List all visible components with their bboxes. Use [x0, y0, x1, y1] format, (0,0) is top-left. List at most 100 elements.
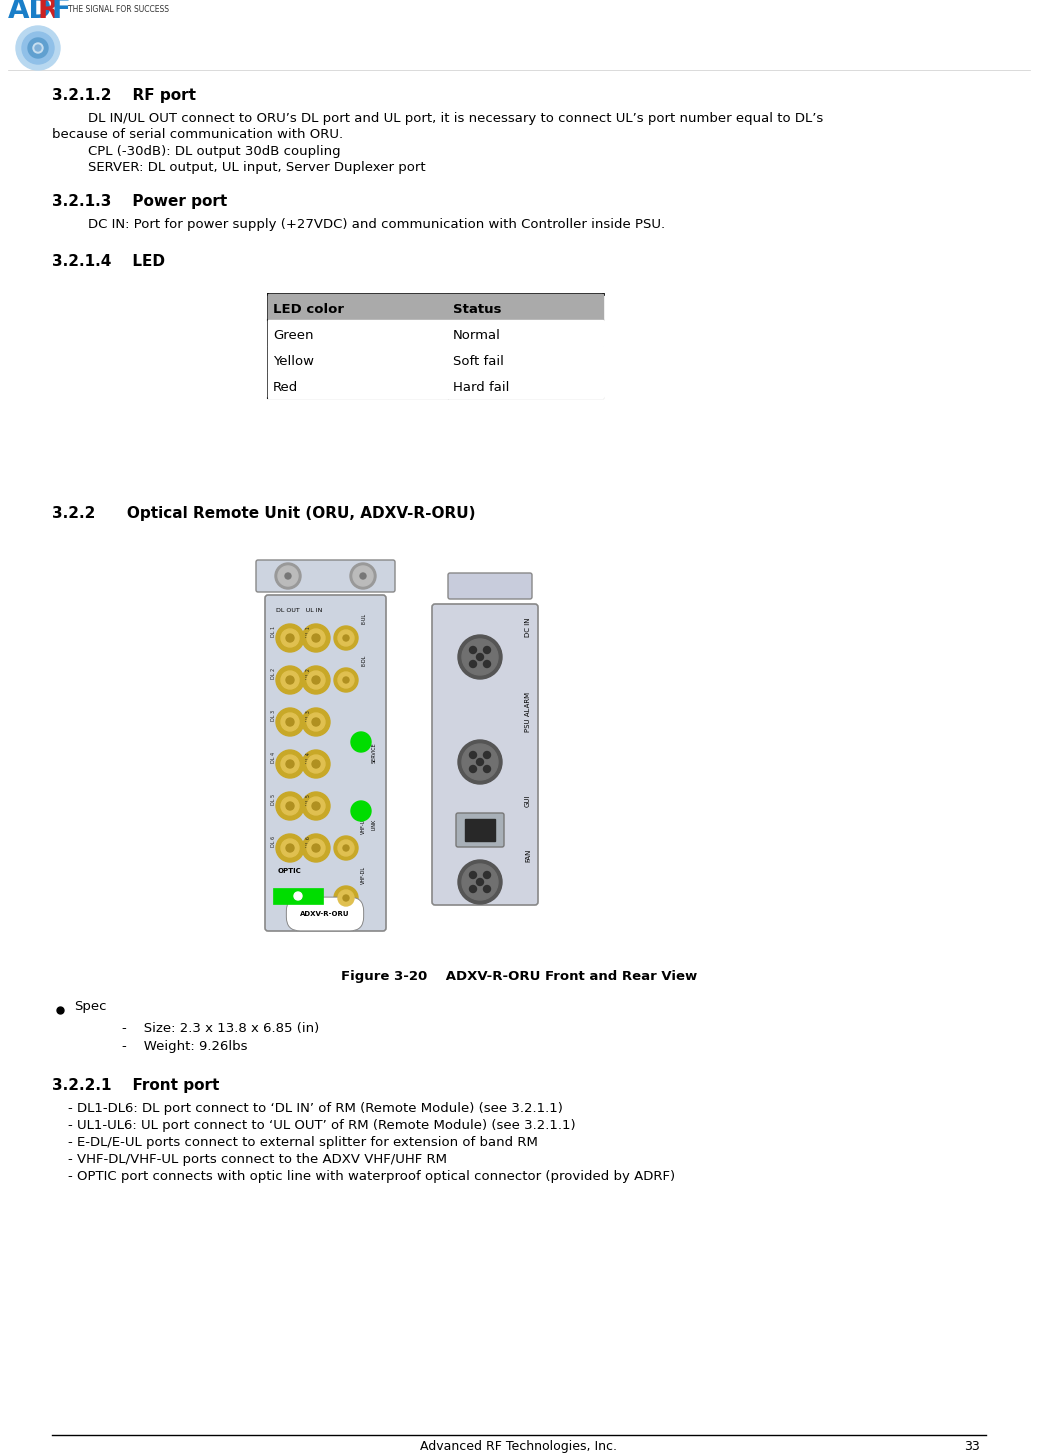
Circle shape [334, 887, 358, 910]
Circle shape [458, 860, 502, 904]
Circle shape [312, 676, 320, 684]
Text: Normal: Normal [453, 329, 501, 342]
Circle shape [307, 796, 325, 815]
Text: UL 5: UL 5 [306, 794, 311, 805]
FancyBboxPatch shape [432, 604, 538, 906]
Text: 3.2.1.2    RF port: 3.2.1.2 RF port [52, 87, 196, 103]
Text: 3.2.1.3    Power port: 3.2.1.3 Power port [52, 194, 227, 210]
Circle shape [281, 671, 299, 689]
Text: Green: Green [273, 329, 313, 342]
Circle shape [476, 878, 484, 885]
Circle shape [276, 708, 304, 735]
Circle shape [33, 44, 43, 52]
Circle shape [307, 671, 325, 689]
Text: - VHF-DL/VHF-UL ports connect to the ADXV VHF/UHF RM: - VHF-DL/VHF-UL ports connect to the ADX… [69, 1153, 447, 1166]
Circle shape [307, 756, 325, 773]
Circle shape [276, 750, 304, 778]
Text: DL OUT   UL IN: DL OUT UL IN [276, 609, 323, 613]
Circle shape [312, 844, 320, 852]
Circle shape [334, 626, 358, 649]
Circle shape [351, 801, 371, 821]
Circle shape [285, 574, 291, 579]
Text: DC IN: Port for power supply (+27VDC) and communication with Controller inside P: DC IN: Port for power supply (+27VDC) an… [88, 218, 665, 232]
Text: DL 6: DL 6 [271, 836, 276, 847]
Text: UL 6: UL 6 [306, 836, 311, 847]
Text: UL 1: UL 1 [306, 626, 311, 638]
Text: ADXV-R-ORU: ADXV-R-ORU [300, 911, 350, 917]
Text: 3.2.1.4    LED: 3.2.1.4 LED [52, 253, 165, 269]
Text: Spec: Spec [74, 1000, 107, 1013]
Text: VHF-DL: VHF-DL [361, 866, 366, 884]
Circle shape [484, 885, 491, 893]
FancyBboxPatch shape [448, 574, 532, 598]
Circle shape [276, 625, 304, 652]
Bar [273, 888, 323, 904]
Text: UL 3: UL 3 [306, 711, 311, 721]
Circle shape [353, 566, 373, 585]
Text: 3.2.2      Optical Remote Unit (ORU, ADXV-R-ORU): 3.2.2 Optical Remote Unit (ORU, ADXV-R-O… [52, 507, 475, 521]
Text: OPTIC: OPTIC [278, 868, 302, 874]
Circle shape [338, 673, 354, 689]
Text: GUI: GUI [525, 795, 531, 807]
Circle shape [351, 732, 371, 751]
Text: Status: Status [453, 303, 501, 316]
Circle shape [275, 563, 301, 590]
Circle shape [278, 566, 298, 585]
Circle shape [302, 792, 330, 820]
Text: E-DL: E-DL [361, 655, 366, 665]
Circle shape [469, 766, 476, 773]
Circle shape [338, 840, 354, 856]
Circle shape [476, 759, 484, 766]
Circle shape [469, 885, 476, 893]
Circle shape [343, 635, 349, 641]
Bar [465, 818, 495, 842]
Bar [268, 294, 603, 320]
Text: DL 5: DL 5 [271, 794, 276, 805]
Circle shape [307, 629, 325, 646]
Circle shape [286, 676, 294, 684]
Circle shape [286, 633, 294, 642]
Bar [268, 347, 603, 371]
Text: VHF-UL: VHF-UL [361, 817, 366, 834]
Circle shape [469, 872, 476, 878]
Circle shape [286, 802, 294, 810]
Text: - E-DL/E-UL ports connect to external splitter for extension of band RM: - E-DL/E-UL ports connect to external sp… [69, 1136, 538, 1149]
Circle shape [469, 646, 476, 654]
Text: Hard fail: Hard fail [453, 381, 510, 395]
Text: DL 4: DL 4 [271, 751, 276, 763]
Circle shape [276, 665, 304, 695]
Circle shape [476, 654, 484, 661]
Circle shape [302, 665, 330, 695]
Text: FAN: FAN [525, 849, 531, 862]
Text: THE SIGNAL FOR SUCCESS: THE SIGNAL FOR SUCCESS [69, 4, 169, 15]
Text: UL 2: UL 2 [306, 668, 311, 678]
Text: -    Weight: 9.26lbs: - Weight: 9.26lbs [122, 1040, 247, 1053]
Circle shape [281, 629, 299, 646]
Circle shape [458, 635, 502, 678]
Bar [268, 320, 603, 347]
Text: SERVER: DL output, UL input, Server Duplexer port: SERVER: DL output, UL input, Server Dupl… [88, 162, 426, 175]
Circle shape [360, 574, 366, 579]
Text: Yellow: Yellow [273, 355, 315, 368]
Circle shape [302, 750, 330, 778]
Text: 3.2.2.1    Front port: 3.2.2.1 Front port [52, 1077, 219, 1093]
Circle shape [281, 756, 299, 773]
Circle shape [334, 836, 358, 860]
Circle shape [458, 740, 502, 783]
Text: PSU ALARM: PSU ALARM [525, 692, 531, 732]
Circle shape [35, 45, 40, 51]
Circle shape [334, 668, 358, 692]
Circle shape [469, 661, 476, 667]
FancyBboxPatch shape [256, 561, 395, 593]
Text: Advanced RF Technologies, Inc.: Advanced RF Technologies, Inc. [420, 1440, 618, 1453]
Circle shape [312, 802, 320, 810]
Circle shape [286, 844, 294, 852]
Text: because of serial communication with ORU.: because of serial communication with ORU… [52, 128, 344, 141]
Text: R: R [38, 0, 59, 23]
Circle shape [307, 713, 325, 731]
Text: -    Size: 2.3 x 13.8 x 6.85 (in): - Size: 2.3 x 13.8 x 6.85 (in) [122, 1022, 320, 1035]
Text: DC IN: DC IN [525, 617, 531, 638]
Circle shape [343, 844, 349, 850]
Text: LED color: LED color [273, 303, 344, 316]
Circle shape [484, 766, 491, 773]
